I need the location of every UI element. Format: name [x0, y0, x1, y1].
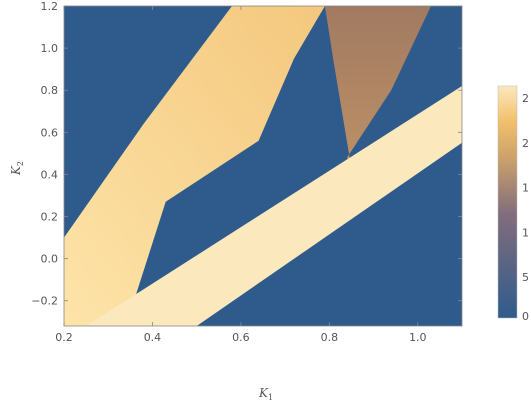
- colorbar: [497, 85, 518, 319]
- x-tick-label: 0.6: [232, 331, 250, 344]
- colorbar-tick-label: 0: [522, 310, 529, 323]
- x-tick-label: 1.0: [409, 331, 427, 344]
- y-axis-label: K2: [9, 161, 25, 176]
- x-tick-label: 0.8: [321, 331, 339, 344]
- region-upper-right-wedge: [324, 6, 431, 169]
- y-tick-label: 0.4: [41, 168, 59, 181]
- y-tick-label: −0.2: [31, 295, 58, 308]
- y-tick-label: 1.2: [41, 0, 59, 13]
- region-upper-left-band: [64, 6, 325, 326]
- colorbar-tick-label: 1: [522, 182, 529, 195]
- x-tick-label: 0.2: [55, 331, 73, 344]
- region-lower-right-band: [86, 86, 462, 326]
- y-tick-label: 1.0: [41, 42, 59, 55]
- colorbar-tick-label: 1: [522, 226, 529, 239]
- y-tick-label: 0.8: [41, 84, 59, 97]
- colorbar-tick-label: 2: [522, 92, 529, 105]
- x-axis-label: K1: [258, 386, 273, 402]
- x-tick-label: 0.4: [144, 331, 162, 344]
- colorbar-tick-label: 2: [522, 137, 529, 150]
- y-tick-label: 0.2: [41, 211, 59, 224]
- colorbar-tick-label: 5: [522, 271, 529, 284]
- y-axis-ticks: −0.2 0.0 0.2 0.4 0.6 0.8 1.0 1.2: [31, 0, 462, 308]
- plot-frame: [63, 5, 463, 327]
- y-tick-label: 0.6: [41, 126, 59, 139]
- colorbar-ticks: 2 2 1 1 5 0: [522, 92, 529, 323]
- x-axis-ticks: 0.2 0.4 0.6 0.8 1.0: [55, 6, 427, 344]
- y-tick-label: 0.0: [41, 253, 59, 266]
- heatmap-regions: [64, 6, 462, 326]
